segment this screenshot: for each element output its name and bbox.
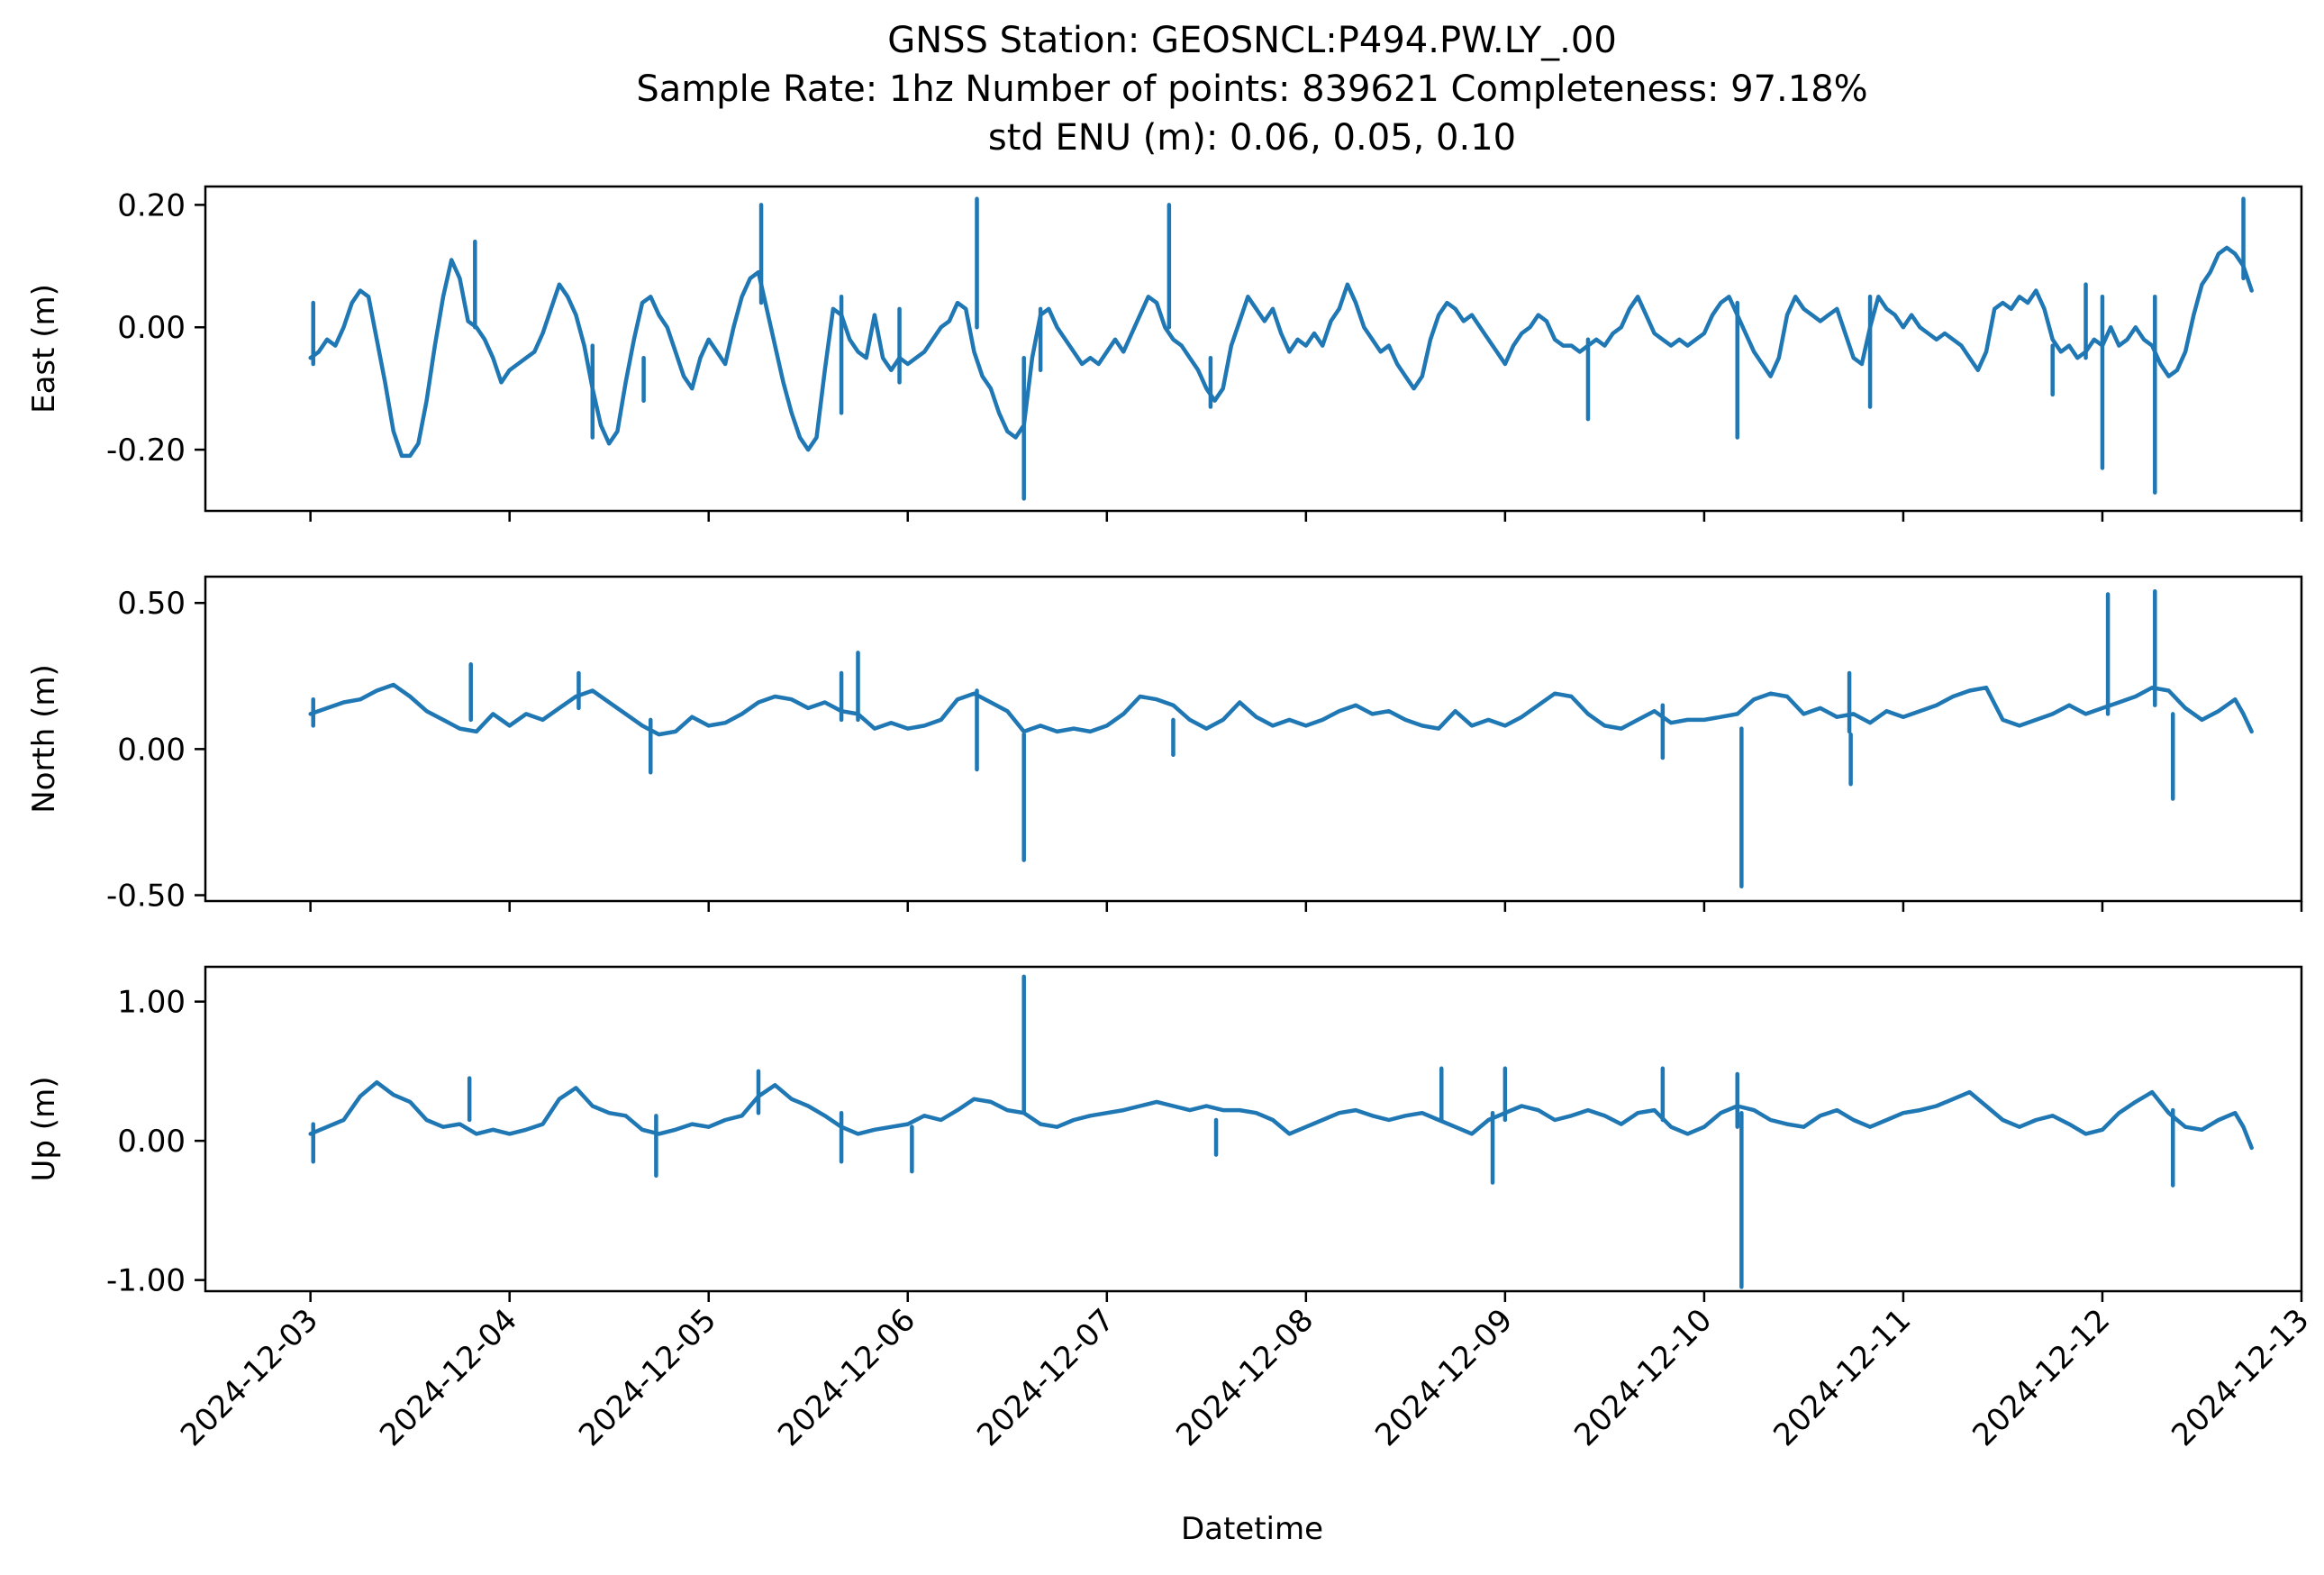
title-line-1: GNSS Station: GEOSNCL:P494.PW.LY_.00 bbox=[887, 20, 1617, 61]
x-tick-label: 2024-12-09 bbox=[1368, 1302, 1520, 1453]
y-tick-label: 0.00 bbox=[117, 732, 186, 768]
x-tick-label: 2024-12-05 bbox=[572, 1302, 723, 1453]
panels: 0.20 0.00 -0.20 East (m) 0.50 0.00 -0.50 North … bbox=[26, 185, 2303, 1302]
y-tick-label: -1.00 bbox=[106, 1263, 186, 1299]
title-line-2: Sample Rate: 1hz Number of points: 83962… bbox=[636, 68, 1867, 110]
y-tick-label: 0.50 bbox=[117, 586, 186, 622]
x-tick-label: 2024-12-11 bbox=[1766, 1302, 1918, 1453]
x-tick-label: 2024-12-06 bbox=[771, 1302, 922, 1453]
plot-frame bbox=[204, 185, 2303, 513]
x-tick-label: 2024-12-13 bbox=[2165, 1302, 2316, 1453]
series-line bbox=[308, 245, 2254, 459]
plot-frame bbox=[204, 575, 2303, 903]
y-tick-label: -0.20 bbox=[106, 432, 186, 469]
y-tick-label: 0.20 bbox=[117, 187, 186, 223]
y-tick-label: 0.00 bbox=[117, 310, 186, 346]
plot-frame bbox=[204, 965, 2303, 1293]
y-axis-label: Up (m) bbox=[26, 1077, 62, 1182]
x-tick-label: 2024-12-08 bbox=[1169, 1302, 1321, 1453]
panel-up: 1.00 0.00 -1.00 Up (m) bbox=[26, 965, 2303, 1302]
x-axis-label: Datetime bbox=[1181, 1511, 1323, 1547]
x-axis: 2024-12-03 2024-12-04 2024-12-05 2024-12-06… bbox=[174, 1302, 2316, 1453]
y-axis-label: North (m) bbox=[26, 664, 62, 814]
panel-north: 0.50 0.00 -0.50 North (m) bbox=[26, 575, 2303, 915]
chart-title: GNSS Station: GEOSNCL:P494.PW.LY_.00 Sam… bbox=[636, 20, 1867, 159]
x-tick-label: 2024-12-12 bbox=[1965, 1302, 2117, 1453]
y-tick-label: -0.50 bbox=[106, 879, 186, 915]
x-tick-label: 2024-12-04 bbox=[373, 1302, 524, 1453]
y-axis-label: East (m) bbox=[26, 284, 62, 414]
y-tick-label: 1.00 bbox=[117, 985, 186, 1021]
title-line-3: std ENU (m): 0.06, 0.05, 0.10 bbox=[988, 117, 1516, 159]
series-line bbox=[308, 1079, 2254, 1151]
x-tick-label: 2024-12-03 bbox=[174, 1302, 325, 1453]
x-tick-label: 2024-12-10 bbox=[1567, 1302, 1719, 1453]
x-tick-label: 2024-12-07 bbox=[970, 1302, 1121, 1453]
y-tick-label: 0.00 bbox=[117, 1124, 186, 1160]
panel-east: 0.20 0.00 -0.20 East (m) bbox=[26, 185, 2303, 522]
series-line bbox=[308, 682, 2254, 737]
